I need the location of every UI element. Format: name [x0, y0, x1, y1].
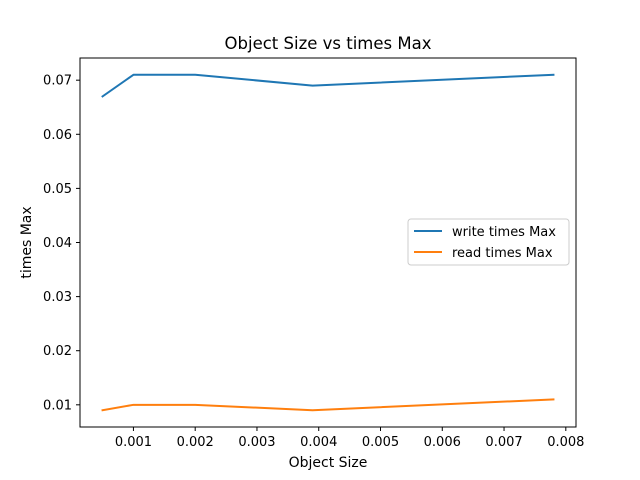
chart-title: Object Size vs times Max — [225, 34, 432, 53]
y-tick-label: 0.07 — [43, 74, 72, 89]
plot-area — [101, 73, 555, 412]
x-tick-label: 0.007 — [485, 435, 522, 450]
y-axis-ticks: 0.01 0.02 0.03 0.04 0.05 0.06 0.07 — [43, 74, 80, 413]
legend-label-write: write times Max — [452, 225, 556, 240]
x-axis-label: Object Size — [289, 455, 368, 471]
series-line-write — [101, 73, 555, 98]
y-axis-label: times Max — [19, 206, 35, 278]
y-tick-label: 0.05 — [43, 182, 72, 197]
x-tick-label: 0.004 — [300, 435, 337, 450]
legend: write times Max read times Max — [407, 218, 570, 266]
x-axis-ticks: 0.001 0.002 0.003 0.004 0.005 0.006 0.007 0.008 — [115, 427, 584, 450]
x-tick-label: 0.003 — [238, 435, 275, 450]
series-line-read — [101, 398, 555, 412]
x-tick-label: 0.001 — [115, 435, 152, 450]
x-tick-label: 0.008 — [547, 435, 584, 450]
x-tick-label: 0.005 — [362, 435, 399, 450]
axes-frame — [79, 57, 577, 428]
y-tick-label: 0.02 — [43, 344, 72, 359]
x-tick-label: 0.002 — [177, 435, 214, 450]
y-tick-label: 0.03 — [43, 290, 72, 305]
legend-box — [407, 218, 570, 266]
y-tick-label: 0.06 — [43, 128, 72, 143]
y-tick-label: 0.01 — [43, 398, 72, 413]
legend-label-read: read times Max — [452, 246, 553, 261]
y-tick-label: 0.04 — [43, 236, 72, 251]
x-tick-label: 0.006 — [424, 435, 461, 450]
